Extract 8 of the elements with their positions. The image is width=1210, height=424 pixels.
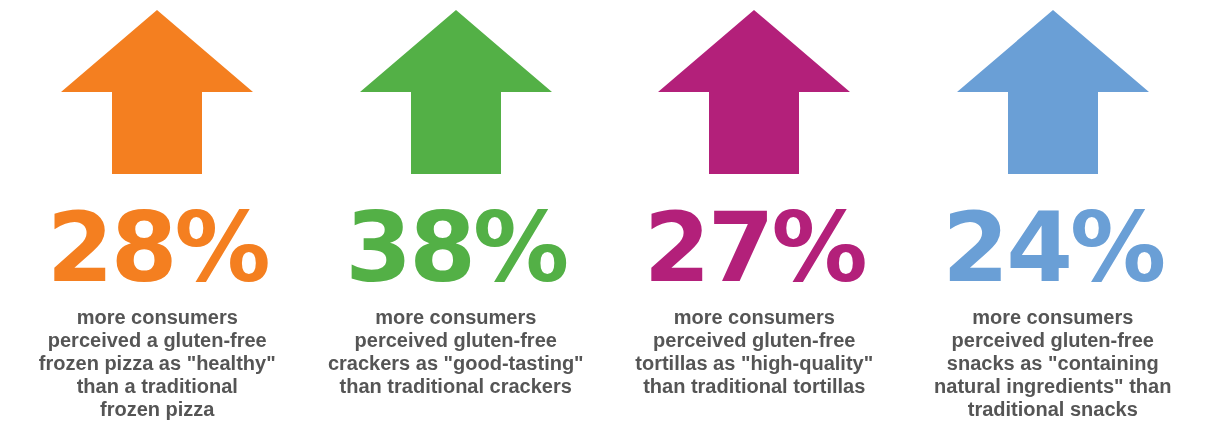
category-label: more consumers perceived gluten-free crackers as "good-tasting" than traditional crackers bbox=[326, 306, 585, 398]
category-label: more consumers perceived gluten-free snacks as "containing natural ingredients" than traditional snacks bbox=[933, 306, 1173, 421]
data-label: 28% bbox=[45, 192, 269, 304]
data-label: 38% bbox=[344, 192, 568, 304]
data-label: 27% bbox=[642, 192, 866, 304]
category-label: more consumers perceived a gluten-free frozen pizza as "healthy" than a traditional frozen pizza bbox=[37, 306, 277, 421]
category-label: more consumers perceived gluten-free tortillas as "high-quality" than traditional tortillas bbox=[634, 306, 875, 398]
data-label: 24% bbox=[941, 192, 1165, 304]
